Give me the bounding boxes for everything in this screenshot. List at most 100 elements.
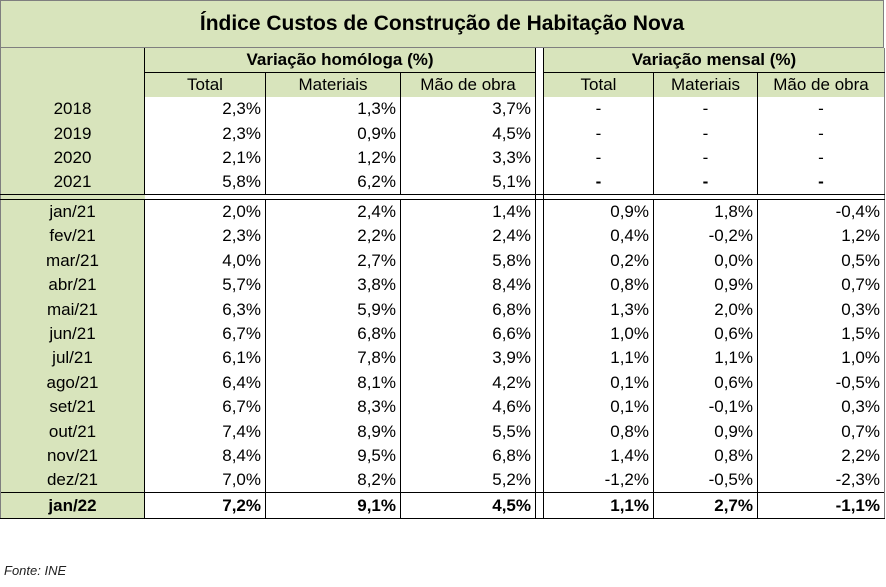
row-label: jul/21: [0, 345, 145, 371]
value-cell: 2,3%: [144, 223, 266, 249]
value-cell: 8,9%: [265, 418, 401, 444]
value-cell: 8,1%: [265, 370, 401, 395]
column-gap: [535, 321, 544, 346]
corner-cell: [0, 48, 145, 73]
latest-row: jan/22 7,2% 9,1% 4,5% 1,1% 2,7% -1,1%: [0, 491, 885, 519]
annual-row: 2019 2,3% 0,9% 4,5% - - -: [0, 121, 885, 146]
value-cell: 8,3%: [265, 394, 401, 419]
value-cell: 1,1%: [543, 491, 654, 519]
row-label: 2020: [0, 145, 145, 170]
value-cell: -0,4%: [757, 199, 885, 224]
row-label: 2019: [0, 121, 145, 146]
value-cell: -: [543, 96, 654, 122]
value-cell: 2,2%: [757, 443, 885, 468]
value-cell: -: [653, 169, 758, 195]
value-cell: -0,5%: [757, 370, 885, 395]
column-gap: [535, 72, 544, 97]
value-cell: 6,8%: [492, 299, 531, 319]
monthly-row: ago/21 6,4% 8,1% 4,2% 0,1% 0,6% -0,5%: [0, 370, 885, 395]
value-cell: 7,8%: [265, 345, 401, 371]
column-gap: [535, 121, 544, 146]
value-cell: 1,3%: [265, 96, 401, 122]
column-gap: [535, 145, 544, 170]
monthly-row: dez/21 7,0% 8,2% 5,2% -1,2% -0,5% -2,3%: [0, 467, 885, 493]
value-cell: 6,8%: [492, 445, 531, 465]
value-cell: 0,7%: [757, 272, 885, 297]
value-cell: -: [543, 169, 654, 195]
column-gap: [535, 223, 544, 249]
column-gap: [535, 248, 544, 273]
value-cell: 8,2%: [265, 467, 401, 493]
column-gap: [535, 199, 544, 224]
group-header-homologa: Variação homóloga (%): [144, 48, 536, 73]
column-gap: [535, 491, 544, 519]
value-cell: 6,7%: [144, 321, 266, 346]
separator-cell: [535, 193, 544, 200]
annual-row: 2020 2,1% 1,2% 3,3% - - -: [0, 145, 885, 170]
value-cell: -: [653, 145, 758, 170]
value-cell: 0,6%: [653, 370, 758, 395]
row-label: nov/21: [0, 443, 145, 468]
value-cell: 1,2%: [757, 223, 885, 249]
value-cell: 6,1%: [144, 345, 266, 371]
column-gap: [535, 272, 544, 297]
monthly-row: mai/21 6,3% 5,9% 6,8% 1,3% 2,0% 0,3%: [0, 296, 885, 322]
value-cell: 0,8%: [653, 443, 758, 468]
value-cell: -: [757, 96, 885, 122]
sub-header: Total: [543, 72, 654, 97]
value-cell: -2,3%: [757, 467, 885, 493]
value-cell: 1,1%: [543, 345, 654, 371]
value-cell: 5,1%: [400, 169, 536, 195]
value-cell: 5,7%: [144, 272, 266, 297]
monthly-row: jul/21 6,1% 7,8% 3,9% 1,1% 1,1% 1,0%: [0, 345, 885, 371]
column-gap: [535, 96, 544, 122]
value-cell: 7,0%: [144, 467, 266, 493]
value-cell: 0,3%: [757, 296, 885, 322]
value-cell: 2,4%: [265, 199, 401, 224]
monthly-row: nov/21 8,4% 9,5% 6,8% 1,4% 0,8% 2,2%: [0, 443, 885, 468]
value-cell: -0,2%: [653, 223, 758, 249]
row-label: jun/21: [0, 321, 145, 346]
sub-header: Mão de obra: [757, 72, 885, 97]
value-cell: 0,0%: [653, 248, 758, 273]
value-cell: 1,1%: [653, 345, 758, 371]
separator-cell: [757, 193, 885, 200]
source-note: Fonte: INE: [4, 563, 67, 578]
sub-header: Mão de obra: [420, 75, 516, 95]
row-label: dez/21: [0, 467, 145, 493]
value-cell: 2,3%: [144, 96, 266, 122]
column-gap: [535, 443, 544, 468]
value-cell: 6,4%: [144, 370, 266, 395]
column-gap: [535, 418, 544, 444]
value-cell: -: [757, 169, 885, 195]
sub-header: Materiais: [265, 72, 401, 97]
value-cell: 4,2%: [492, 372, 531, 392]
value-cell: 9,1%: [265, 491, 401, 519]
value-cell: 5,2%: [492, 470, 531, 490]
column-gap: [535, 394, 544, 419]
separator-cell: [543, 193, 654, 200]
value-cell: 6,2%: [265, 169, 401, 195]
value-cell: 0,7%: [757, 418, 885, 444]
value-cell: 1,8%: [653, 199, 758, 224]
value-cell: 3,8%: [265, 272, 401, 297]
value-cell: 0,9%: [653, 272, 758, 297]
column-gap: [535, 296, 544, 322]
value-cell: 4,6%: [492, 397, 531, 417]
value-cell: 0,9%: [265, 121, 401, 146]
value-cell: 0,8%: [543, 418, 654, 444]
data-table: Variação homóloga (%) Variação mensal (%…: [0, 48, 885, 519]
row-label: mar/21: [0, 248, 145, 273]
value-cell: 4,0%: [144, 248, 266, 273]
value-cell: 0,8%: [543, 272, 654, 297]
value-cell: 4,5%: [400, 491, 536, 519]
value-cell: -: [757, 145, 885, 170]
annual-row: 2021 5,8% 6,2% 5,1% - - -: [0, 169, 885, 195]
value-cell: 0,9%: [653, 418, 758, 444]
value-cell: 3,3%: [492, 148, 531, 168]
value-cell: 2,1%: [144, 145, 266, 170]
value-cell: 2,0%: [653, 296, 758, 322]
value-cell: -: [653, 121, 758, 146]
value-cell: -1,2%: [543, 467, 654, 493]
row-label: ago/21: [0, 370, 145, 395]
